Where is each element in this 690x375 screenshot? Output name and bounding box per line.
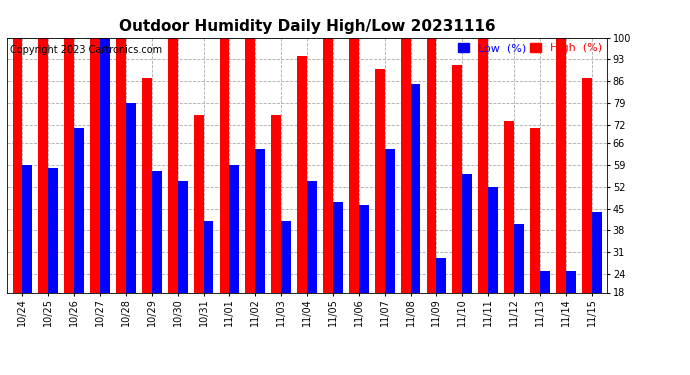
Bar bbox=[411, 84, 420, 292]
Bar bbox=[556, 38, 566, 292]
Bar bbox=[401, 38, 411, 292]
Title: Outdoor Humidity Daily High/Low 20231116: Outdoor Humidity Daily High/Low 20231116 bbox=[119, 18, 495, 33]
Bar bbox=[489, 187, 498, 292]
Bar bbox=[204, 221, 213, 292]
Bar bbox=[64, 38, 75, 292]
Bar bbox=[142, 78, 152, 292]
Bar bbox=[194, 115, 204, 292]
Bar bbox=[453, 66, 462, 292]
Bar bbox=[246, 38, 255, 292]
Bar bbox=[426, 38, 437, 292]
Bar bbox=[152, 171, 161, 292]
Bar bbox=[540, 271, 550, 292]
Bar bbox=[514, 224, 524, 292]
Bar bbox=[504, 122, 514, 292]
Bar bbox=[178, 180, 188, 292]
Bar bbox=[385, 150, 395, 292]
Bar bbox=[22, 165, 32, 292]
Bar bbox=[100, 38, 110, 292]
Bar bbox=[168, 38, 177, 292]
Bar bbox=[271, 115, 282, 292]
Text: Copyright 2023 Cartronics.com: Copyright 2023 Cartronics.com bbox=[10, 45, 162, 55]
Bar bbox=[90, 38, 100, 292]
Bar bbox=[297, 56, 307, 292]
Bar bbox=[566, 271, 575, 292]
Bar bbox=[126, 103, 136, 292]
Bar bbox=[359, 206, 368, 292]
Bar bbox=[323, 38, 333, 292]
Bar bbox=[39, 38, 48, 292]
Bar bbox=[591, 211, 602, 292]
Bar bbox=[307, 180, 317, 292]
Bar bbox=[530, 128, 540, 292]
Bar bbox=[75, 128, 84, 292]
Bar bbox=[229, 165, 239, 292]
Bar bbox=[219, 38, 229, 292]
Legend: Low  (%), High  (%): Low (%), High (%) bbox=[458, 43, 602, 53]
Bar bbox=[333, 202, 343, 292]
Bar bbox=[582, 78, 591, 292]
Bar bbox=[462, 174, 472, 292]
Bar bbox=[437, 258, 446, 292]
Bar bbox=[375, 69, 385, 292]
Bar bbox=[349, 38, 359, 292]
Bar bbox=[48, 168, 58, 292]
Bar bbox=[478, 38, 488, 292]
Bar bbox=[116, 38, 126, 292]
Bar bbox=[255, 150, 265, 292]
Bar bbox=[282, 221, 291, 292]
Bar bbox=[12, 38, 22, 292]
